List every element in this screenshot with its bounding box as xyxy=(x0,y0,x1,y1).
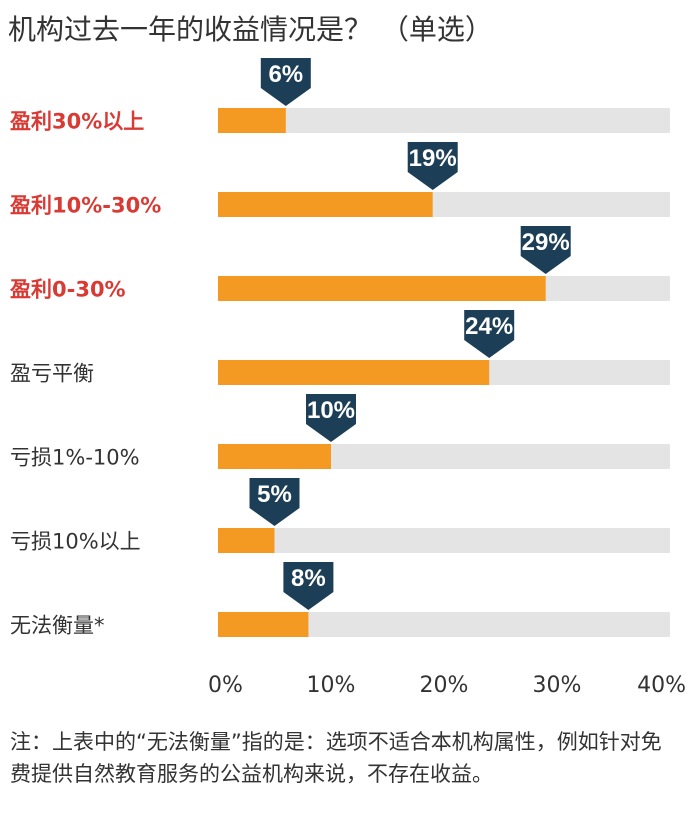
value-label: 8% xyxy=(291,565,326,592)
value-callout xyxy=(249,478,300,526)
x-tick-label: 30% xyxy=(533,673,582,698)
footnote: 注：上表中的“无法衡量”指的是：选项不适合本机构属性，例如针对免费提供自然教育服… xyxy=(10,730,662,786)
value-label: 19% xyxy=(409,145,457,172)
bar xyxy=(218,108,286,133)
x-tick-label: 20% xyxy=(420,673,469,698)
x-tick-label: 40% xyxy=(637,673,686,698)
category-label: 亏损1%-10% xyxy=(10,446,140,470)
value-label: 5% xyxy=(257,481,292,508)
value-callout xyxy=(306,394,356,442)
bar xyxy=(218,276,546,301)
value-callout xyxy=(407,142,458,190)
value-label: 24% xyxy=(465,313,513,340)
bar-track xyxy=(218,108,670,133)
value-label: 29% xyxy=(522,229,570,256)
bar xyxy=(218,528,275,553)
value-callout xyxy=(283,562,334,610)
category-label: 盈利0-30% xyxy=(9,278,126,302)
value-label: 10% xyxy=(307,397,355,424)
bar-chart: 盈利30%以上 6% 盈利10%-30% 19% 盈利0-30% 29% 盈亏平衡 24% 亏损… xyxy=(9,58,686,698)
value-callout xyxy=(520,226,571,274)
x-tick-label: 10% xyxy=(307,673,356,698)
value-callout xyxy=(464,310,515,358)
value-callout xyxy=(260,58,311,106)
category-label: 无法衡量* xyxy=(10,614,105,638)
bar xyxy=(218,192,433,217)
bar xyxy=(218,360,490,385)
chart-title: 机构过去一年的收益情况是？ （单选） xyxy=(8,13,493,46)
category-label: 亏损10%以上 xyxy=(10,530,141,554)
category-label: 盈利10%-30% xyxy=(9,194,161,218)
value-label: 6% xyxy=(268,61,303,88)
x-tick-label: 0% xyxy=(208,673,243,698)
category-label: 盈利30%以上 xyxy=(9,110,144,134)
bar xyxy=(218,444,331,469)
bar-track xyxy=(218,528,670,553)
bar xyxy=(218,612,309,637)
category-label: 盈亏平衡 xyxy=(10,362,94,386)
